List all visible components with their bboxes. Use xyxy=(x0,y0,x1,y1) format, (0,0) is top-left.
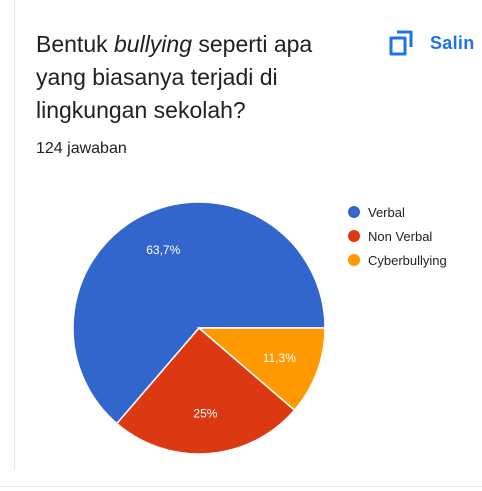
pie-slice-verbal[interactable] xyxy=(72,201,326,425)
pie-slice-cyberbullying[interactable] xyxy=(196,327,326,412)
pie-slice-label-non-verbal: 25% xyxy=(193,406,217,420)
question-title: Bentuk bullying seperti apa yang biasany… xyxy=(36,28,356,127)
legend-label-non-verbal: Non Verbal xyxy=(368,229,432,244)
pie-slices xyxy=(72,201,326,455)
legend-label-verbal: Verbal xyxy=(368,205,405,220)
question-text-before: Bentuk xyxy=(36,31,114,57)
pie-slice-label-verbal: 63,7% xyxy=(146,243,180,257)
question-text-after: seperti apa yang biasanya terjadi di lin… xyxy=(36,31,313,123)
legend-swatch-verbal xyxy=(348,206,360,218)
legend-item-non-verbal: Non Verbal xyxy=(348,229,432,244)
legend-label-cyberbullying: Cyberbullying xyxy=(368,253,447,268)
copy-button-label: Salin xyxy=(430,32,475,53)
legend-item-verbal: Verbal xyxy=(348,205,405,220)
legend-item-cyberbullying: Cyberbullying xyxy=(348,253,447,268)
legend-swatch-non-verbal xyxy=(348,230,360,242)
card-bottom-border xyxy=(0,486,482,487)
card-left-border xyxy=(14,0,15,470)
question-text-emphasis: bullying xyxy=(114,31,192,57)
copy-icon xyxy=(389,30,413,56)
chart-legend: Verbal Non Verbal Cyberbullying xyxy=(348,205,447,268)
pie-slice-labels: 63,7% 25% 11,3% xyxy=(146,243,296,420)
response-count: 124 jawaban xyxy=(36,140,127,157)
pie-slice-non-verbal[interactable] xyxy=(115,326,296,455)
pie-slice-label-cyberbullying: 11,3% xyxy=(263,351,296,365)
legend-swatch-cyberbullying xyxy=(348,254,360,266)
copy-button[interactable]: Salin xyxy=(388,28,475,58)
